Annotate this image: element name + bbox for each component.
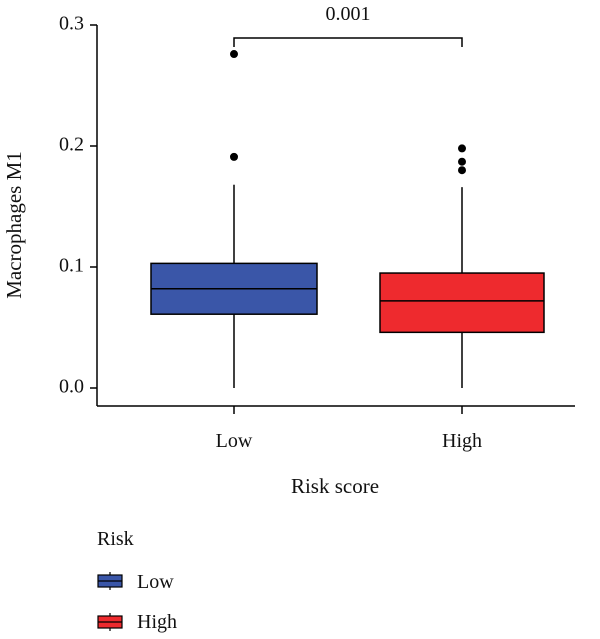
significance-bracket: 0.001 <box>233 3 463 47</box>
y-axis-title: Macrophages M1 <box>2 151 26 299</box>
box-group-high <box>379 144 545 388</box>
y-tick-labels: 0.0 0.1 0.2 0.3 <box>59 13 84 398</box>
box-group-low <box>150 50 318 388</box>
outlier-high <box>458 166 466 175</box>
x-axis-title: Risk score <box>291 474 379 498</box>
y-ticks <box>90 24 97 389</box>
y-tick-label: 0.1 <box>59 255 84 277</box>
y-tick-label: 0.3 <box>59 13 84 35</box>
legend-item-high: High <box>97 611 177 633</box>
y-tick-label: 0.2 <box>59 134 84 156</box>
legend-label-high: High <box>137 611 177 633</box>
box-high <box>379 272 545 334</box>
bracket-line <box>233 37 463 47</box>
y-tick-label: 0.0 <box>59 376 84 398</box>
outlier-high <box>458 144 466 153</box>
legend-title: Risk <box>97 528 134 550</box>
outlier-high <box>458 157 466 166</box>
x-tick-label-high: High <box>442 430 482 452</box>
outlier-low <box>230 50 238 59</box>
legend: Risk Low High <box>97 528 177 633</box>
legend-item-low: Low <box>97 571 174 593</box>
outlier-low <box>230 152 238 161</box>
x-tick-label-low: Low <box>216 430 253 452</box>
p-value-label: 0.001 <box>326 3 371 25</box>
legend-label-low: Low <box>137 571 174 593</box>
